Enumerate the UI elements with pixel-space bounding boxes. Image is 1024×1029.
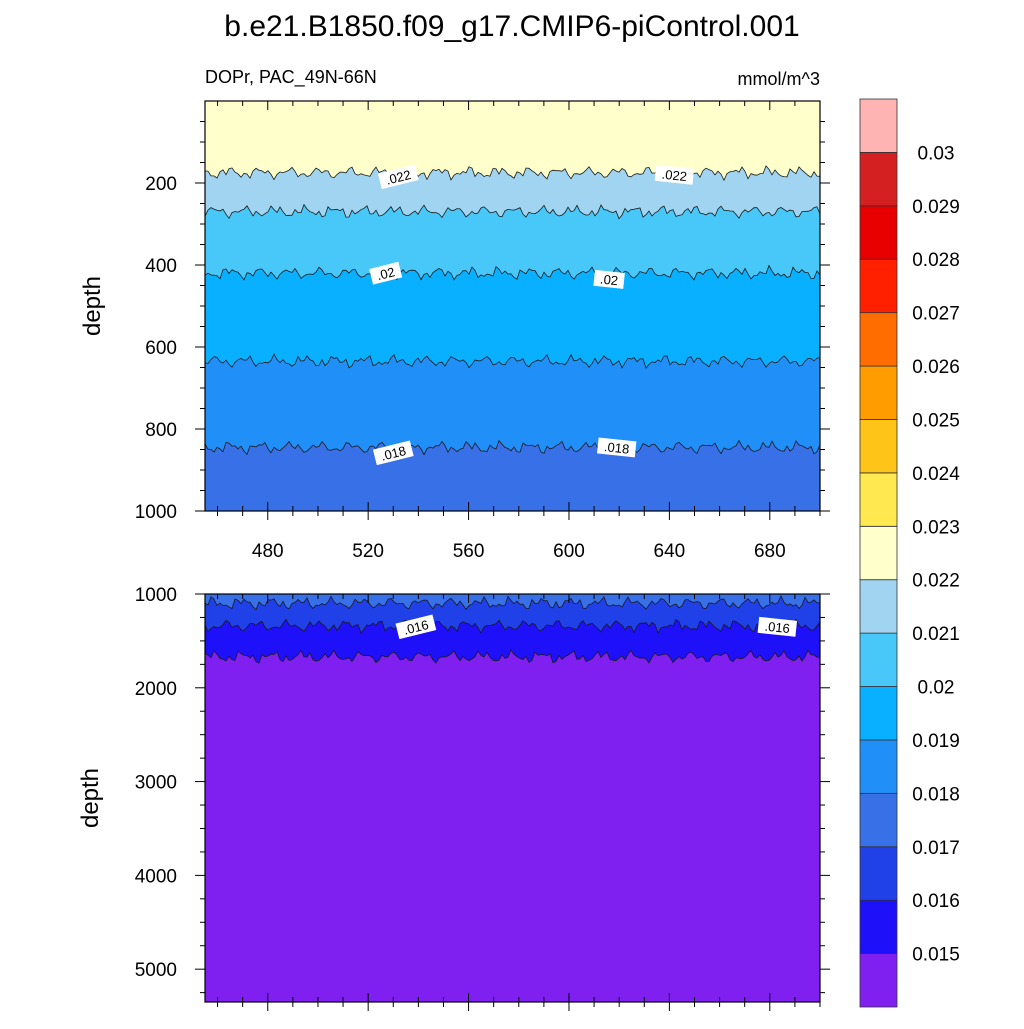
colorbar-swatch xyxy=(859,899,898,954)
x-tick-label: 560 xyxy=(453,541,485,562)
contour-label-bg xyxy=(369,261,403,285)
colorbar: 0.015 0.016 0.017 0.018 0.019 0.02 0.021 0.022 0… xyxy=(859,98,960,1008)
colorbar-label: 0.026 xyxy=(912,357,960,378)
contour-label-text: .018 xyxy=(603,439,630,457)
colorbar-label: 0.018 xyxy=(912,784,960,805)
contour-line-0.015 xyxy=(205,649,820,664)
contour-label: .018 xyxy=(372,440,414,466)
colorbar-label: 0.029 xyxy=(912,197,960,218)
colorbar-label: 0.015 xyxy=(912,945,960,966)
contour-label: .022 xyxy=(377,164,419,190)
contour-label-bg xyxy=(593,269,625,289)
y-axis-label: depth xyxy=(79,276,106,336)
contour-line-0.018 xyxy=(205,439,820,456)
contour-label-text: .02 xyxy=(599,271,619,288)
contour-label: .022 xyxy=(654,164,695,185)
colorbar-swatch xyxy=(859,579,898,634)
colorbar-label: 0.016 xyxy=(912,891,960,912)
contour-line-0.021 xyxy=(205,203,820,220)
contour-label-text: .016 xyxy=(402,617,430,638)
contour-line-0.019 xyxy=(205,353,820,370)
colorbar-swatch xyxy=(859,205,898,260)
upper-panel: .022 .022 .02 .02 .018 .018 480 520 560 600 640 680… xyxy=(79,100,830,562)
contour-line-0.017 xyxy=(205,594,820,611)
y-tick-label: 2000 xyxy=(135,679,177,700)
lower-panel: .016 .016 1000 2000 3000 4000 5000 depth xyxy=(77,585,830,1011)
contour-label-bg xyxy=(596,437,637,458)
x-tick-label: 600 xyxy=(553,541,585,562)
contour-band-0.015 xyxy=(205,649,820,1002)
contour-line-0.016 xyxy=(205,618,820,634)
y-tick-label: 800 xyxy=(145,420,177,441)
colorbar-swatch xyxy=(859,686,898,741)
plot-layer: .022 .022 .02 .02 .018 .018 480 520 560 600 640 680… xyxy=(77,98,960,1011)
contour-label-text: .022 xyxy=(384,167,412,188)
colorbar-label: 0.021 xyxy=(912,624,960,645)
contour-label-text: .022 xyxy=(661,167,688,185)
y-tick-label: 5000 xyxy=(135,960,177,981)
contour-line-0.02 xyxy=(205,264,820,281)
contour-label: .018 xyxy=(596,437,637,458)
contour-label-bg xyxy=(757,616,798,637)
lower-fills: .016 .016 xyxy=(205,594,820,1002)
contour-label: .02 xyxy=(369,261,403,285)
y-tick-label: 1000 xyxy=(135,502,177,523)
colorbar-swatch xyxy=(859,792,898,848)
colorbar-swatch xyxy=(859,312,898,367)
x-tick-label: 480 xyxy=(252,541,284,562)
y-tick-label: 3000 xyxy=(135,773,177,794)
colorbar-swatch xyxy=(859,419,898,474)
contour-label-bg xyxy=(395,614,437,640)
upper-fills: .022 .022 .02 .02 .018 .018 xyxy=(205,101,820,511)
contour-label-bg xyxy=(372,440,414,466)
colorbar-swatch xyxy=(859,258,898,314)
contour-label: .02 xyxy=(593,269,625,289)
colorbar-swatch xyxy=(859,365,898,420)
contour-label-bg xyxy=(654,164,695,185)
contour-label-text: .016 xyxy=(764,619,791,637)
colorbar-swatch xyxy=(859,98,898,153)
colorbar-label: 0.022 xyxy=(912,571,960,592)
contour-label-text: .02 xyxy=(375,264,396,283)
contour-band-0.018 xyxy=(205,440,820,511)
y-tick-label: 600 xyxy=(145,338,177,359)
colorbar-swatch xyxy=(859,632,898,687)
colorbar-label: 0.024 xyxy=(912,464,960,485)
right-subtitle: mmol/m^3 xyxy=(738,69,820,89)
colorbar-label: 0.019 xyxy=(912,731,960,752)
colorbar-label: 0.027 xyxy=(912,304,960,325)
y-axis-label: depth xyxy=(77,768,104,828)
colorbar-swatch xyxy=(859,152,898,207)
lower-frame xyxy=(204,593,821,1003)
colorbar-label: 0.028 xyxy=(912,250,960,271)
contour-label-text: .018 xyxy=(379,443,407,464)
colorbar-label: 0.017 xyxy=(912,838,960,859)
x-tick-label: 640 xyxy=(654,541,686,562)
y-tick-label: 1000 xyxy=(135,585,177,606)
colorbar-swatch xyxy=(859,472,898,527)
colorbar-label: 0.025 xyxy=(912,410,960,431)
left-subtitle: DOPr, PAC_49N-66N xyxy=(205,67,377,88)
colorbar-swatch xyxy=(859,739,898,794)
contour-label: .016 xyxy=(395,614,437,640)
contour-label: .016 xyxy=(757,616,798,637)
y-tick-label: 400 xyxy=(145,256,177,277)
colorbar-label: 0.023 xyxy=(912,517,960,538)
contour-label-bg xyxy=(377,164,419,190)
colorbar-swatch xyxy=(859,953,898,1008)
colorbar-swatch xyxy=(859,525,898,581)
contour-line-0.022 xyxy=(205,165,820,182)
chart-title: b.e21.B1850.f09_g17.CMIP6-piControl.001 xyxy=(224,10,799,43)
colorbar-label: 0.02 xyxy=(918,678,955,699)
colorbar-swatch xyxy=(859,846,898,901)
y-tick-label: 4000 xyxy=(135,866,177,887)
colorbar-label: 0.03 xyxy=(918,143,955,164)
x-tick-label: 680 xyxy=(754,541,786,562)
x-tick-label: 520 xyxy=(352,541,384,562)
y-tick-label: 200 xyxy=(145,174,177,195)
